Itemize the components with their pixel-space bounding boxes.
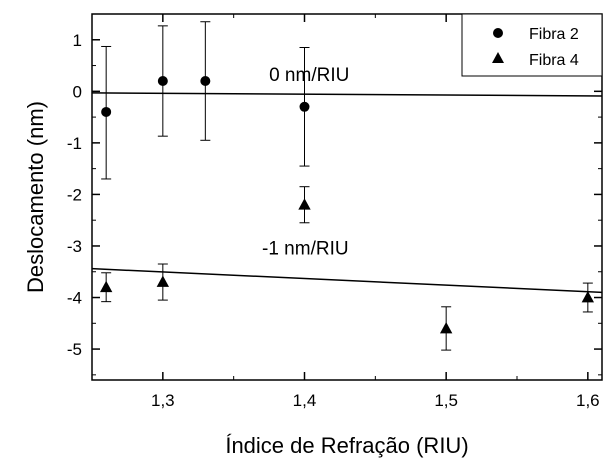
y-tick-label-3: -2: [67, 185, 82, 204]
x-tick-label-2: 1,5: [434, 391, 458, 410]
data-point-1-2: [298, 198, 311, 210]
data-point-1-1: [156, 275, 170, 287]
fit-label-0: 0 nm/RIU: [269, 65, 349, 86]
data-point-0-3: [299, 101, 310, 112]
data-point-0-0: [101, 106, 112, 117]
axis-ticks: 1,3 1,4 1,5 1,6 -5 -4 -3 -2 -1 0 1: [67, 13, 602, 410]
data-point-1-4: [581, 291, 595, 303]
data-point-0-2: [200, 76, 211, 87]
y-axis-label: Deslocamento (nm): [23, 101, 48, 293]
x-tick-label-3: 1,6: [576, 391, 600, 410]
y-tick-label-1: -4: [67, 289, 82, 308]
legend-box: [461, 13, 603, 77]
data-point-1-0: [99, 280, 113, 293]
legend: Fibra 2 Fibra 4: [461, 13, 603, 77]
fit-line-1: [91, 267, 603, 294]
fit-lines: [91, 92, 603, 294]
y-tick-label-4: -1: [67, 134, 82, 153]
data-markers: [99, 76, 595, 334]
data-point-1-3: [439, 321, 453, 334]
y-tick-label-2: -3: [67, 237, 82, 256]
legend-label-fibra-2: Fibra 2: [529, 26, 579, 43]
fit-label-1: -1 nm/RIU: [262, 239, 349, 260]
legend-label-fibra-4: Fibra 4: [529, 52, 579, 69]
y-tick-label-5: 0: [73, 82, 82, 101]
x-tick-label-0: 1,3: [151, 391, 175, 410]
fit-annotations: 0 nm/RIU -1 nm/RIU: [262, 65, 349, 260]
x-axis-label: Índice de Refração (RIU): [225, 433, 468, 458]
data-point-0-1: [157, 76, 168, 87]
fit-line-0: [91, 92, 603, 97]
legend-marker-fibra-4: [492, 52, 504, 63]
plot-frame: [91, 13, 603, 381]
x-tick-label-1: 1,4: [293, 391, 317, 410]
legend-marker-fibra-2: [493, 28, 503, 38]
y-tick-label-0: -5: [67, 340, 82, 359]
y-tick-label-6: 1: [73, 31, 82, 50]
